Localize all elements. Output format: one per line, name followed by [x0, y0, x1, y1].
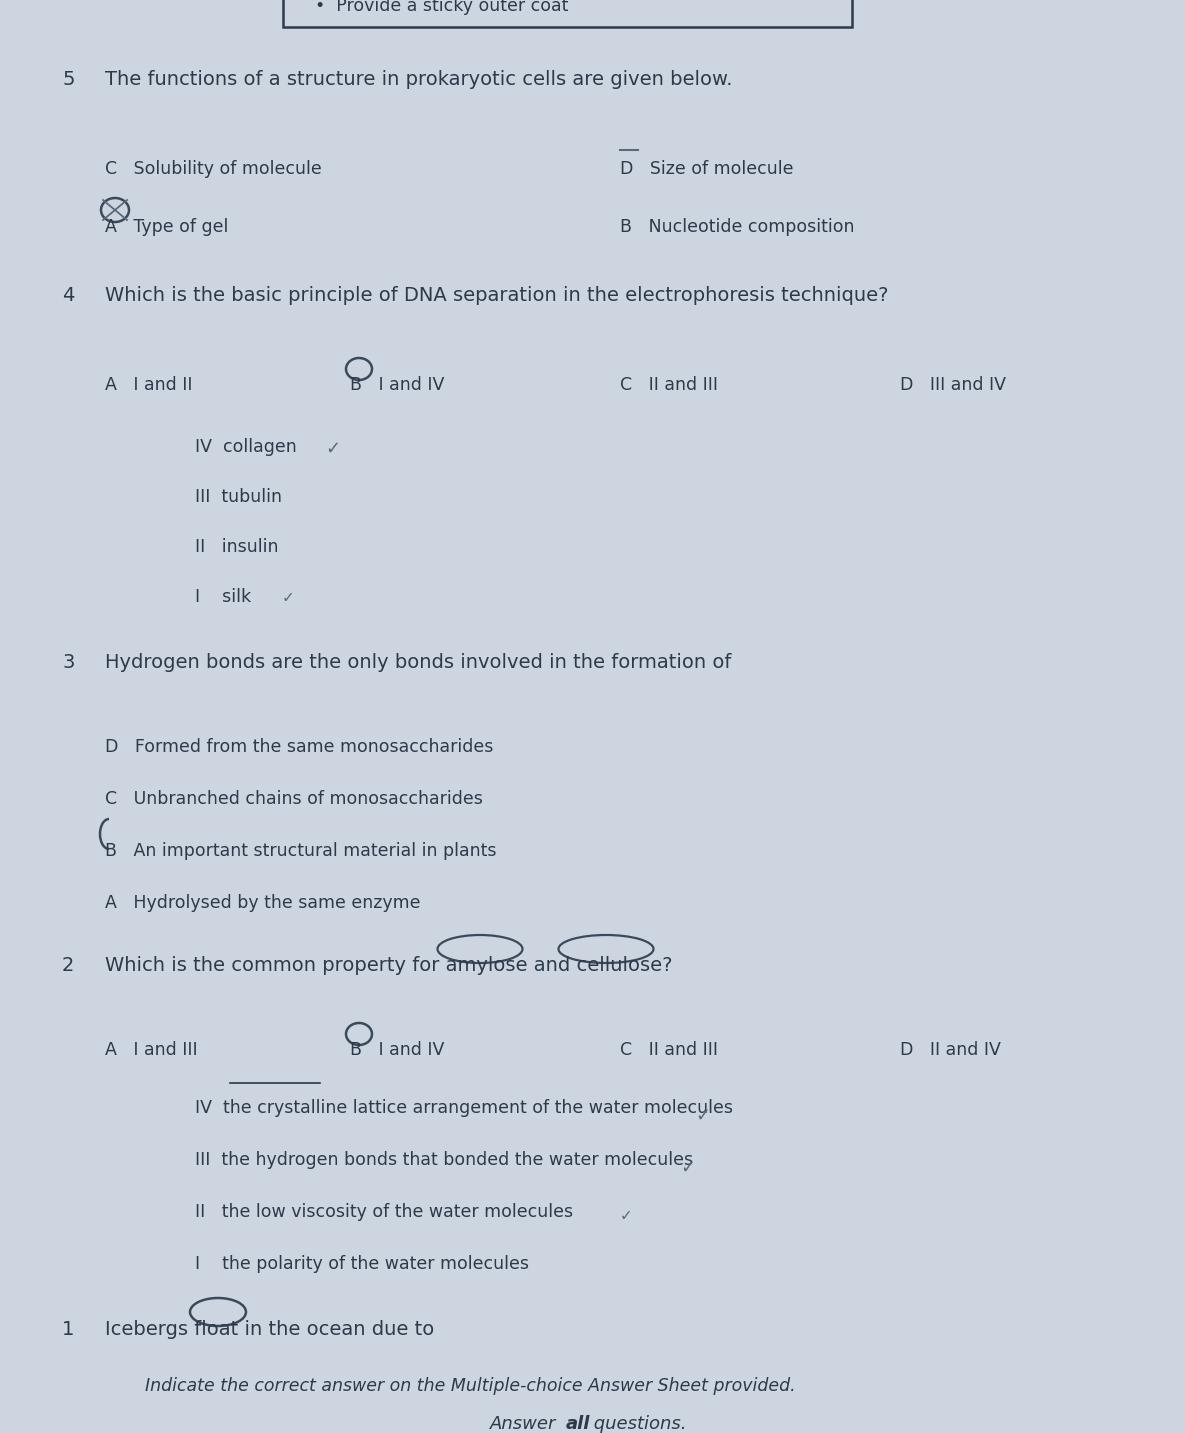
Text: ✓: ✓	[680, 1159, 696, 1176]
Text: Which is the common property for amylose and cellulose?: Which is the common property for amylose…	[105, 956, 673, 974]
Text: 2: 2	[62, 956, 75, 974]
Text: C   Solubility of molecule: C Solubility of molecule	[105, 160, 322, 178]
Text: 5: 5	[62, 70, 75, 89]
Text: 1: 1	[62, 1320, 75, 1338]
Text: •  Provide a sticky outer coat: • Provide a sticky outer coat	[315, 0, 569, 14]
Text: D   Formed from the same monosaccharides: D Formed from the same monosaccharides	[105, 738, 493, 757]
Text: ✓: ✓	[325, 440, 340, 459]
Text: B   I and IV: B I and IV	[350, 375, 444, 394]
Text: all: all	[566, 1414, 590, 1433]
Text: C   II and III: C II and III	[620, 1040, 718, 1059]
Text: II   insulin: II insulin	[196, 537, 278, 556]
Text: I    silk: I silk	[196, 588, 251, 606]
Text: Hydrogen bonds are the only bonds involved in the formation of: Hydrogen bonds are the only bonds involv…	[105, 653, 731, 672]
Text: Icebergs float in the ocean due to: Icebergs float in the ocean due to	[105, 1320, 434, 1338]
Text: Which is the basic principle of DNA separation in the electrophoresis technique?: Which is the basic principle of DNA sepa…	[105, 287, 889, 305]
Text: III  tubulin: III tubulin	[196, 489, 282, 506]
Text: A   Hydrolysed by the same enzyme: A Hydrolysed by the same enzyme	[105, 894, 421, 911]
Text: II   the low viscosity of the water molecules: II the low viscosity of the water molecu…	[196, 1202, 574, 1221]
Text: The functions of a structure in prokaryotic cells are given below.: The functions of a structure in prokaryo…	[105, 70, 732, 89]
Text: A   I and III: A I and III	[105, 1040, 198, 1059]
Text: B   I and IV: B I and IV	[350, 1040, 444, 1059]
Text: 3: 3	[62, 653, 75, 672]
Text: D   Size of molecule: D Size of molecule	[620, 160, 794, 178]
Text: B   An important structural material in plants: B An important structural material in pl…	[105, 843, 497, 860]
Text: C   II and III: C II and III	[620, 375, 718, 394]
Text: IV  collagen: IV collagen	[196, 438, 296, 456]
Text: ✓: ✓	[282, 590, 295, 605]
Text: I    the polarity of the water molecules: I the polarity of the water molecules	[196, 1255, 529, 1273]
Text: B   Nucleotide composition: B Nucleotide composition	[620, 218, 854, 236]
Text: III  the hydrogen bonds that bonded the water molecules: III the hydrogen bonds that bonded the w…	[196, 1151, 693, 1169]
Text: C   Unbranched chains of monosaccharides: C Unbranched chains of monosaccharides	[105, 790, 482, 808]
Text: A   I and II: A I and II	[105, 375, 192, 394]
Text: IV  the crystalline lattice arrangement of the water molecules: IV the crystalline lattice arrangement o…	[196, 1099, 734, 1116]
Text: ✓: ✓	[694, 1108, 710, 1125]
Text: questions.: questions.	[588, 1414, 686, 1433]
Text: D   II and IV: D II and IV	[899, 1040, 1001, 1059]
Text: D   III and IV: D III and IV	[899, 375, 1006, 394]
Text: ✓: ✓	[620, 1208, 633, 1222]
Text: 4: 4	[62, 287, 75, 305]
Text: Indicate the correct answer on the Multiple-choice Answer Sheet provided.: Indicate the correct answer on the Multi…	[145, 1377, 795, 1394]
Text: Answer: Answer	[491, 1414, 562, 1433]
Text: A   Type of gel: A Type of gel	[105, 218, 229, 236]
